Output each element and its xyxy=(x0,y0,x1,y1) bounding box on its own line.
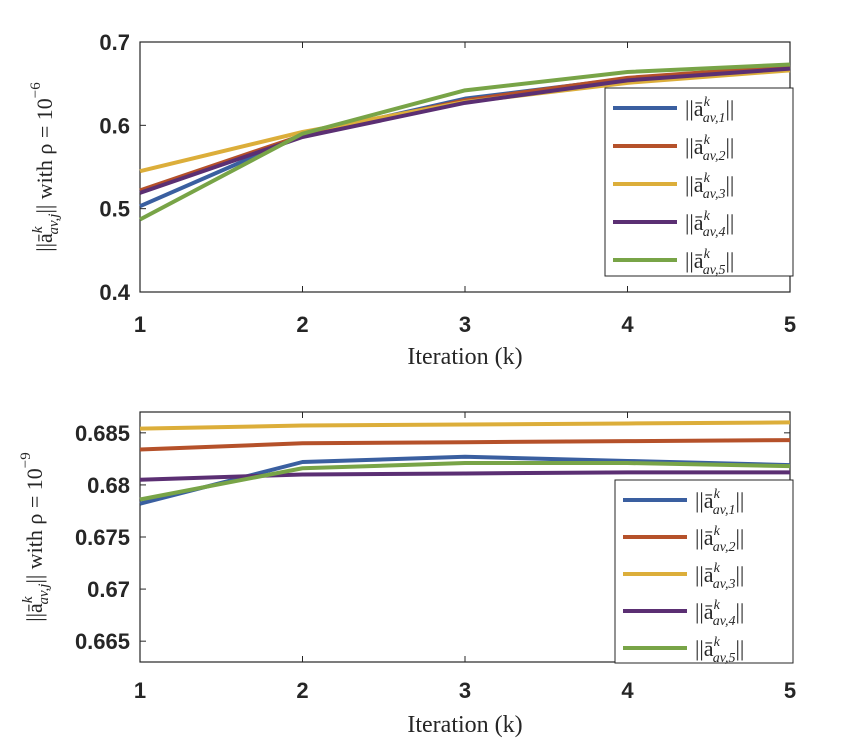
legend-entry-2: ||āk av,2|| xyxy=(695,524,744,555)
legend-text: ||ā xyxy=(685,134,704,159)
y-label-text: ||ā xyxy=(32,233,57,252)
legend-sup: k xyxy=(704,247,711,262)
legend-sup: k xyxy=(714,598,721,613)
legend-entry-3: ||āk av,3|| xyxy=(685,171,734,202)
x-tick-label: 4 xyxy=(621,312,634,337)
y-tick-label: 0.4 xyxy=(99,280,130,305)
legend-sub: av,2 xyxy=(713,540,736,555)
legend-sub: av,5 xyxy=(703,263,726,278)
legend-sub: av,4 xyxy=(703,225,726,240)
legend-sup: k xyxy=(704,209,711,224)
legend-text: || xyxy=(725,210,734,235)
legend-text: ||ā xyxy=(695,562,714,587)
legend-text: ||ā xyxy=(695,636,714,661)
legend-text: ||ā xyxy=(695,525,714,550)
x-axis-label: Iteration (k) xyxy=(407,712,522,738)
legend-sup: k xyxy=(714,561,721,576)
legend-text: || xyxy=(735,599,744,624)
legend-sub: av,3 xyxy=(713,577,736,592)
legend-sub: av,3 xyxy=(703,187,726,202)
y-label-sup: k xyxy=(20,596,36,603)
legend-entry-4: ||āk av,4|| xyxy=(695,598,744,629)
x-tick-label: 3 xyxy=(459,678,471,703)
x-tick-label: 4 xyxy=(621,678,634,703)
legend-text: || xyxy=(735,562,744,587)
y-axis-label: ||ākav,j|| with ρ = 10−9 xyxy=(18,452,52,622)
x-tick-label: 5 xyxy=(784,312,796,337)
y-label-text: || with ρ = 10 xyxy=(32,98,57,213)
legend-entry-3: ||āk av,3|| xyxy=(695,561,744,592)
legend-text: ||ā xyxy=(685,210,704,235)
y-label-exp: −9 xyxy=(18,452,34,468)
chart-2: 1 2 3 4 5 0.665 0.67 0.675 0.68 0.685 Iteration (k… xyxy=(18,411,796,738)
series-line-5 xyxy=(139,62,791,222)
legend-box xyxy=(604,87,794,277)
series-line-4 xyxy=(139,470,790,482)
legend-sub: av,4 xyxy=(713,614,736,629)
legend-text: || xyxy=(735,636,744,661)
x-axis-label: Iteration (k) xyxy=(407,344,522,370)
y-tick-label: 0.7 xyxy=(99,30,130,55)
legend-text: || xyxy=(725,96,734,121)
x-tick-label: 1 xyxy=(134,678,146,703)
x-tick-label: 5 xyxy=(784,678,796,703)
legend-sub: av,2 xyxy=(703,149,726,164)
y-tick-label: 0.6 xyxy=(99,113,130,138)
legend-entry-4: ||āk av,4|| xyxy=(685,209,734,240)
legend-sub: av,1 xyxy=(703,111,726,126)
y-tick-label: 0.67 xyxy=(87,577,130,602)
legend-box xyxy=(614,479,794,664)
y-tick-label: 0.68 xyxy=(87,473,130,498)
series-line-2 xyxy=(139,438,791,452)
y-tick-label: 0.5 xyxy=(99,197,130,222)
series-line-4 xyxy=(139,66,791,195)
legend-text: || xyxy=(725,172,734,197)
legend-entry-1: ||āk av,1|| xyxy=(685,95,734,126)
y-label-exp: −6 xyxy=(28,82,44,98)
legend-sup: k xyxy=(714,487,721,502)
x-tick-label: 3 xyxy=(459,312,471,337)
legend-sup: k xyxy=(714,524,721,539)
series-line-3 xyxy=(139,420,791,431)
legend-entry-5: ||āk av,5|| xyxy=(685,247,734,278)
legend-text: ||ā xyxy=(695,488,714,513)
y-axis-label: ||ākav,j|| with ρ = 10−6 xyxy=(28,82,62,252)
x-tick-label: 2 xyxy=(296,678,308,703)
legend-sub: av,5 xyxy=(713,651,736,666)
legend-sup: k xyxy=(704,171,711,186)
legend-text: ||ā xyxy=(685,248,704,273)
y-label-sup: k xyxy=(30,226,46,233)
legend-sup: k xyxy=(714,635,721,650)
y-label-text: ||ā xyxy=(22,603,47,622)
legend-text: || xyxy=(725,248,734,273)
legend-text: || xyxy=(735,525,744,550)
y-label-sub: av,j xyxy=(36,584,52,605)
y-label-sub: av,j xyxy=(46,214,62,235)
x-tick-label: 1 xyxy=(134,312,146,337)
legend-text: || xyxy=(735,488,744,513)
legend-entry-2: ||āk av,2|| xyxy=(685,133,734,164)
legend-entry-1: ||āk av,1|| xyxy=(695,487,744,518)
legend-sup: k xyxy=(704,95,711,110)
legend-sub: av,1 xyxy=(713,503,736,518)
y-tick-label: 0.675 xyxy=(75,525,130,550)
legend-text: || xyxy=(725,134,734,159)
legend-text: ||ā xyxy=(695,599,714,624)
y-tick-label: 0.685 xyxy=(75,421,130,446)
legend-sup: k xyxy=(704,133,711,148)
legend-text: ||ā xyxy=(685,172,704,197)
x-tick-label: 2 xyxy=(296,312,308,337)
series-line-5 xyxy=(139,461,791,502)
legend-entry-5: ||āk av,5|| xyxy=(695,635,744,666)
y-tick-label: 0.665 xyxy=(75,629,130,654)
legend-text: ||ā xyxy=(685,96,704,121)
y-label-text: || with ρ = 10 xyxy=(22,468,47,583)
